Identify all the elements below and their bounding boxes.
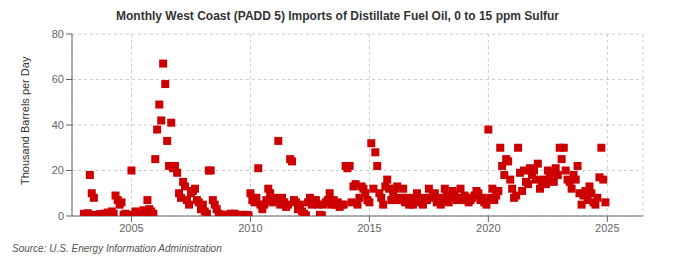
html-text:Source: U.S. Energy Informatio: Source: U.S. Energy Information Administ… — [12, 243, 222, 254]
svg-text:0: 0 — [58, 210, 64, 222]
svg-text:2025: 2025 — [595, 222, 619, 234]
svg-text:80: 80 — [52, 28, 64, 40]
svg-text:2010: 2010 — [238, 222, 262, 234]
svg-text:60: 60 — [52, 73, 64, 85]
svg-text:Thousand Barrels per Day: Thousand Barrels per Day — [19, 56, 31, 185]
svg-text:40: 40 — [52, 119, 64, 131]
svg-text:20: 20 — [52, 164, 64, 176]
svg-text:2005: 2005 — [119, 222, 143, 234]
svg-text:2020: 2020 — [476, 222, 500, 234]
svg-text:2015: 2015 — [357, 222, 381, 234]
html-text:Monthly West Coast (PADD 5) Im: Monthly West Coast (PADD 5) Imports of D… — [116, 9, 559, 23]
